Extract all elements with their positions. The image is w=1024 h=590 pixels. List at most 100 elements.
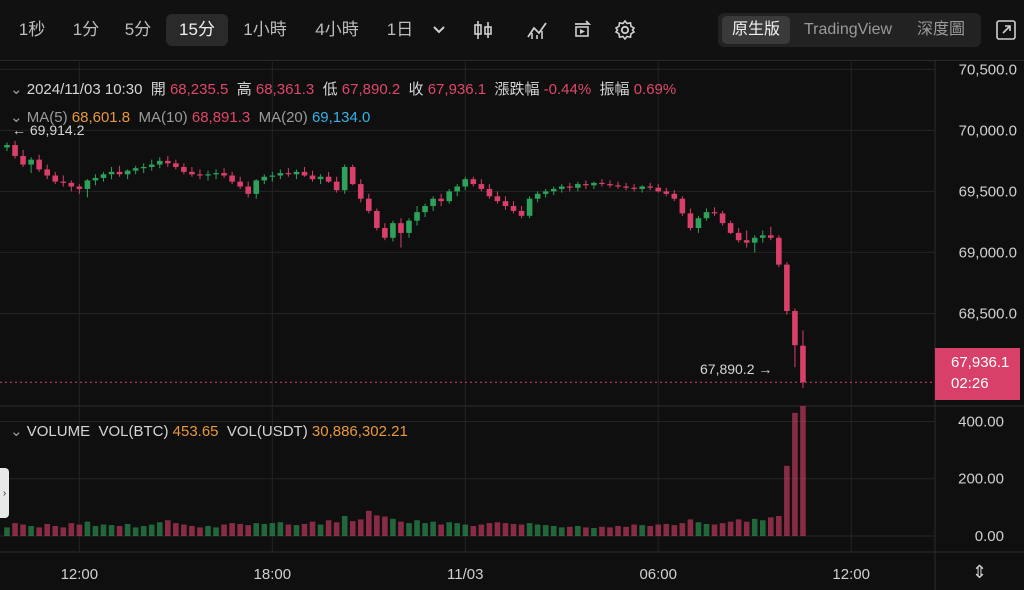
vol-usdt-label: VOL(USDT) xyxy=(226,423,308,440)
candles xyxy=(4,140,806,388)
candle-body xyxy=(269,175,276,177)
volume-bar xyxy=(398,521,404,536)
candle-body xyxy=(165,160,171,164)
fullscreen-icon[interactable] xyxy=(993,16,1019,44)
candle-body xyxy=(583,184,589,186)
collapse-icon[interactable]: ⌄ xyxy=(10,109,23,126)
arrow-left-icon: ← xyxy=(12,122,26,138)
candle-body xyxy=(181,166,187,172)
volume-bar xyxy=(735,519,742,536)
volume-bar xyxy=(245,525,251,536)
view-native[interactable]: 原生版 xyxy=(722,16,790,44)
timeframe-15m[interactable]: 15分 xyxy=(166,14,228,46)
collapse-icon[interactable]: ⌄ xyxy=(10,423,23,440)
replay-icon[interactable] xyxy=(570,16,596,44)
candle-body xyxy=(374,210,380,229)
price-tick-label: 69,000.0 xyxy=(959,244,1017,261)
volume-bar xyxy=(639,525,645,536)
volume-bar xyxy=(189,525,195,536)
ma20-label: MA(20) xyxy=(258,109,308,126)
candle-body xyxy=(382,228,388,238)
timeframe-4h[interactable]: 4小時 xyxy=(315,20,359,39)
view-depth[interactable]: 深度圖 xyxy=(916,21,965,38)
candle-body xyxy=(245,186,251,194)
candle-body xyxy=(687,213,694,229)
volume-bar xyxy=(406,523,412,536)
candle-body xyxy=(454,186,461,192)
volume-bar xyxy=(558,527,565,536)
price-tick-label: 70,000.0 xyxy=(959,122,1017,139)
candlestick-type-icon[interactable] xyxy=(470,16,496,44)
volume-bar xyxy=(422,523,428,536)
volume-bar xyxy=(430,521,436,536)
volume-bar xyxy=(277,522,284,536)
volume-bar xyxy=(108,525,115,536)
collapse-icon[interactable]: ⌄ xyxy=(10,81,23,98)
candle-countdown: 02:26 xyxy=(951,375,989,392)
chevron-down-icon[interactable] xyxy=(426,16,452,44)
volume-bar xyxy=(542,525,549,536)
volume-bar xyxy=(124,523,131,536)
volume-bar xyxy=(591,527,597,536)
scale-reset-icon[interactable]: ⇕ xyxy=(972,562,988,582)
vol-btc-label: VOL(BTC) xyxy=(98,423,169,440)
chart-grid xyxy=(0,60,1024,590)
candle-body xyxy=(20,155,26,165)
candle-body xyxy=(792,311,798,346)
view-tradingview[interactable]: TradingView xyxy=(803,21,893,38)
timeframe-1s[interactable]: 1秒 xyxy=(18,20,46,39)
candle-body xyxy=(333,181,340,191)
candle-body xyxy=(703,212,710,219)
candle-body xyxy=(727,223,734,233)
low-value: 67,890.2 xyxy=(341,81,401,98)
volume-bar xyxy=(173,523,179,536)
ohlc-info: ⌄ 2024/11/03 10:30 開 68,235.5 高 68,361.3… xyxy=(10,78,676,99)
change-value: -0.44% xyxy=(543,81,592,98)
volume-bar xyxy=(751,518,758,536)
volume-bar xyxy=(486,523,493,536)
volume-bar xyxy=(285,524,292,536)
volume-bar xyxy=(325,520,332,536)
time-tick-label: 18:00 xyxy=(254,566,292,583)
timeframe-5m[interactable]: 5分 xyxy=(124,20,152,39)
volume-bar xyxy=(743,521,750,536)
timeframe-1d[interactable]: 1日 xyxy=(386,20,414,39)
amplitude-value: 0.69% xyxy=(633,81,677,98)
volume-bar xyxy=(197,527,203,536)
min-price-annotation: 67,890.2 → xyxy=(700,361,772,377)
ma10-label: MA(10) xyxy=(138,109,188,126)
gear-icon[interactable] xyxy=(612,16,638,44)
volume-bar xyxy=(301,523,308,536)
timeframe-1h[interactable]: 1小時 xyxy=(243,20,287,39)
volume-bar xyxy=(776,515,782,536)
volume-bar xyxy=(647,525,653,536)
candle-body xyxy=(534,193,541,199)
ma10-value: 68,891.3 xyxy=(191,109,251,126)
candle-body xyxy=(759,235,766,238)
candle-body xyxy=(542,191,549,194)
volume-bar xyxy=(341,515,348,536)
volume-bar xyxy=(76,524,83,536)
candle-body xyxy=(623,186,629,188)
indicator-icon[interactable] xyxy=(524,16,550,44)
open-value: 68,235.5 xyxy=(169,81,229,98)
candle-body xyxy=(221,173,227,176)
candlestick-chart[interactable]: 70,500.0 70,000.0 69,500.0 69,000.0 68,500.0… xyxy=(0,60,1024,590)
timeframe-1m[interactable]: 1分 xyxy=(72,20,100,39)
candle-body xyxy=(671,193,678,199)
candle-body xyxy=(68,182,75,187)
volume-bar xyxy=(36,527,42,536)
low-label: 低 xyxy=(322,81,338,98)
candle-body xyxy=(366,198,372,211)
volume-bar xyxy=(181,524,187,536)
volume-bar xyxy=(28,525,34,536)
volume-bar xyxy=(719,523,726,536)
volume-bar xyxy=(116,525,123,536)
candle-body xyxy=(108,171,115,175)
candle-body xyxy=(486,188,493,197)
volume-bar xyxy=(309,521,316,536)
volume-bar xyxy=(800,406,806,536)
volume-bar xyxy=(84,521,91,536)
sidebar-expand-tab[interactable]: › xyxy=(0,468,9,518)
volume-bar xyxy=(205,525,211,536)
